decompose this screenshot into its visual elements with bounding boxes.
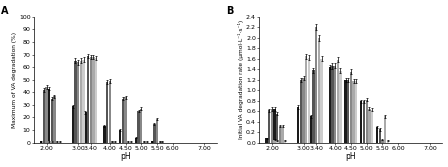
Bar — [339, 71, 342, 143]
Bar — [80, 61, 82, 143]
Y-axis label: Maximum of VA degradation (%): Maximum of VA degradation (%) — [13, 32, 17, 128]
Bar — [48, 141, 51, 143]
Bar — [387, 140, 389, 143]
Bar — [376, 127, 378, 143]
Bar — [268, 110, 271, 143]
Bar — [51, 99, 53, 143]
Bar — [305, 56, 307, 143]
Bar — [334, 66, 336, 143]
Bar — [90, 57, 92, 143]
Bar — [279, 126, 281, 143]
Bar — [129, 141, 132, 143]
Bar — [51, 141, 53, 143]
Bar — [276, 114, 278, 143]
Bar — [310, 116, 312, 143]
Bar — [114, 141, 116, 143]
Bar — [48, 89, 50, 143]
Text: B: B — [226, 6, 234, 16]
Bar — [281, 126, 284, 143]
X-axis label: pH: pH — [120, 152, 131, 161]
Bar — [320, 59, 323, 143]
Y-axis label: Initial VA degradation rate (μmol·L⁻¹·s⁻¹): Initial VA degradation rate (μmol·L⁻¹·s⁻… — [238, 20, 245, 139]
Bar — [53, 96, 56, 143]
Bar — [353, 81, 355, 143]
Bar — [366, 100, 368, 143]
Bar — [302, 78, 305, 143]
Bar — [84, 112, 86, 143]
Bar — [156, 119, 158, 143]
Bar — [72, 106, 74, 143]
Bar — [328, 67, 331, 143]
Bar — [138, 111, 140, 143]
Bar — [276, 140, 279, 143]
X-axis label: pH: pH — [345, 152, 356, 161]
Bar — [153, 124, 155, 143]
Bar — [360, 101, 362, 143]
Bar — [119, 130, 121, 143]
Bar — [271, 109, 273, 143]
Bar — [265, 138, 268, 143]
Bar — [143, 141, 145, 143]
Bar — [315, 27, 317, 143]
Bar — [122, 99, 124, 143]
Bar — [45, 87, 48, 143]
Bar — [308, 58, 310, 143]
Bar — [108, 81, 111, 143]
Bar — [345, 80, 347, 143]
Bar — [59, 141, 61, 143]
Bar — [161, 141, 164, 143]
Bar — [77, 62, 79, 143]
Bar — [43, 90, 45, 143]
Bar — [40, 141, 43, 143]
Bar — [146, 141, 148, 143]
Bar — [350, 72, 352, 143]
Bar — [355, 81, 358, 143]
Bar — [381, 140, 383, 143]
Bar — [363, 101, 365, 143]
Bar — [379, 129, 381, 143]
Bar — [82, 60, 85, 143]
Bar — [111, 141, 114, 143]
Bar — [273, 140, 276, 143]
Bar — [74, 61, 77, 143]
Bar — [284, 140, 286, 143]
Bar — [106, 82, 108, 143]
Bar — [297, 107, 299, 143]
Bar — [56, 141, 58, 143]
Bar — [135, 138, 137, 143]
Text: A: A — [1, 6, 9, 16]
Bar — [273, 109, 276, 143]
Bar — [331, 66, 334, 143]
Bar — [125, 97, 127, 143]
Bar — [300, 80, 302, 143]
Bar — [336, 60, 339, 143]
Bar — [347, 80, 349, 143]
Bar — [371, 110, 373, 143]
Bar — [368, 109, 370, 143]
Bar — [87, 56, 89, 143]
Bar — [92, 57, 95, 143]
Bar — [140, 109, 142, 143]
Bar — [127, 141, 129, 143]
Bar — [151, 141, 153, 143]
Bar — [95, 58, 97, 143]
Bar — [312, 70, 314, 143]
Bar — [384, 116, 386, 143]
Bar — [103, 126, 106, 143]
Bar — [318, 38, 320, 143]
Bar — [159, 141, 161, 143]
